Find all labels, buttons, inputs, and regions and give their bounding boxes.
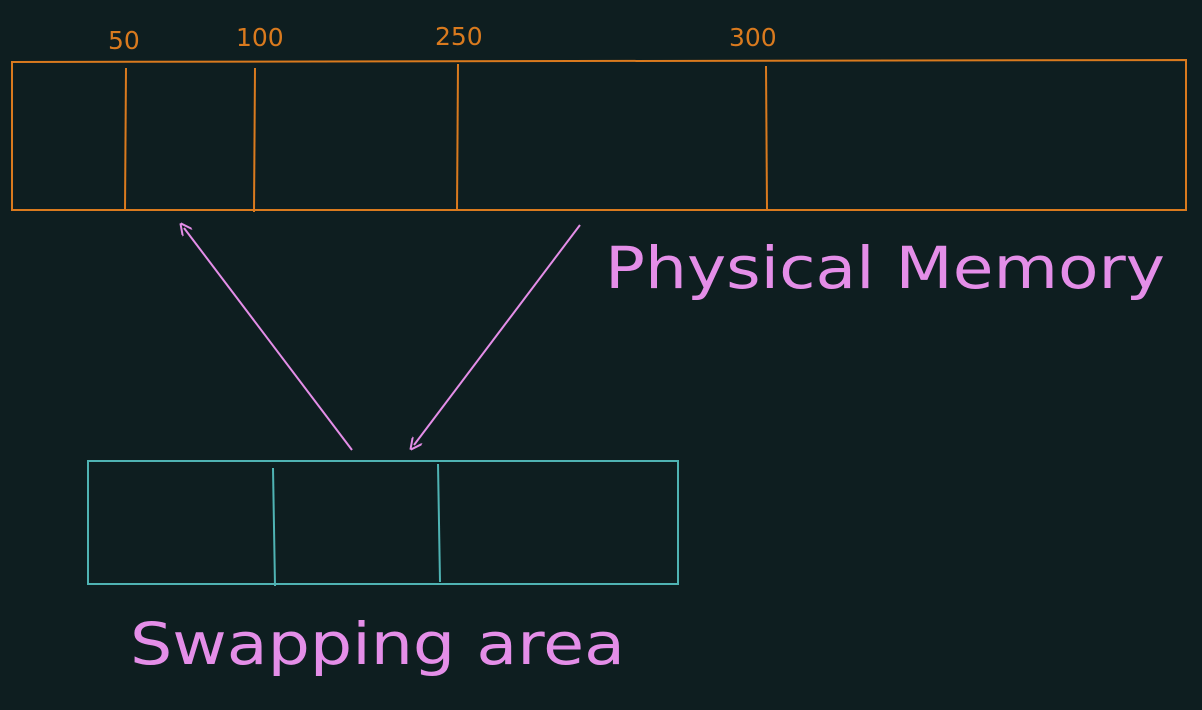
memory-divider-100 — [253, 67, 256, 213]
swap-divider-1 — [272, 467, 276, 587]
swapping-area-label: Swapping area — [130, 610, 625, 678]
swap-out-arrow — [414, 224, 581, 445]
marker-label-250: 250 — [435, 22, 483, 51]
marker-label-100: 100 — [236, 23, 284, 52]
memory-marker-labels: 50 100 250 300 — [108, 22, 777, 55]
physical-memory-outline — [11, 58, 1187, 211]
memory-divider-250 — [456, 63, 459, 211]
marker-label-300: 300 — [729, 23, 777, 52]
swap-in-arrow — [184, 228, 353, 451]
physical-memory-label: Physical Memory — [605, 234, 1165, 302]
swapping-area-bar — [87, 460, 679, 587]
swap-divider-2 — [437, 463, 441, 583]
marker-label-50: 50 — [108, 26, 140, 55]
memory-divider-300 — [765, 65, 768, 211]
swapping-area-outline — [87, 460, 679, 585]
memory-divider-50 — [124, 67, 127, 211]
physical-memory-bar — [11, 58, 1187, 213]
